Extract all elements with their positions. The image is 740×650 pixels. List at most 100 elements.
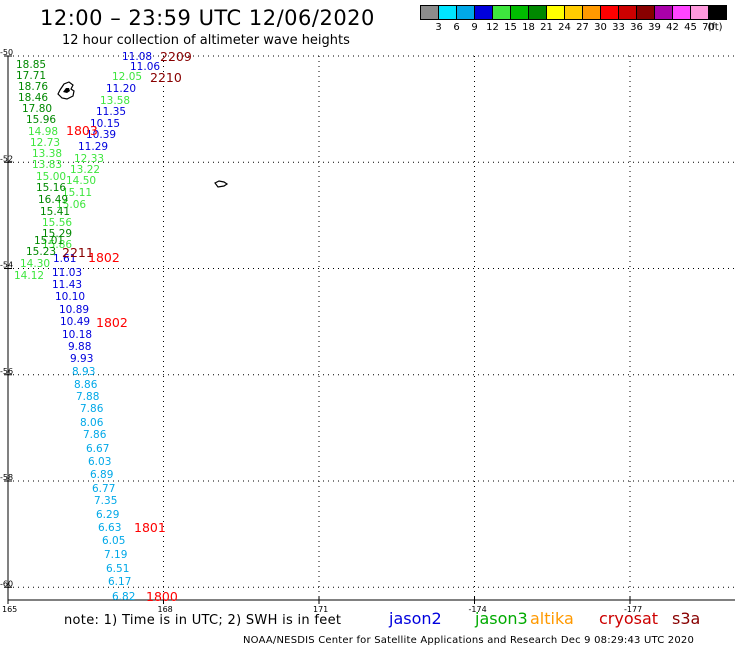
page-subtitle: 12 hour collection of altimeter wave hei…	[62, 33, 350, 48]
pass-time-label: 1801	[134, 520, 166, 535]
swh-observation: 11.03	[52, 267, 82, 279]
scale-unit: (ft)	[707, 22, 723, 33]
footer-credit: NOAA/NESDIS Center for Satellite Applica…	[243, 635, 695, 646]
lon-label: 165	[2, 605, 17, 614]
pass-time-label: 1802	[96, 315, 128, 330]
scale-label: 15	[504, 22, 517, 33]
swh-observation: 12.05	[112, 71, 142, 83]
swh-observation: 6.03	[88, 456, 111, 468]
swh-observation: 10.10	[55, 291, 85, 303]
swh-observation: 17.80	[22, 103, 52, 115]
legend-s3a: s3a	[672, 609, 701, 628]
swh-observation: 6.05	[102, 535, 125, 547]
pass-time-label: 2210	[150, 70, 182, 85]
swh-observation: 15.41	[40, 206, 70, 218]
swh-observation: 10.49	[60, 316, 90, 328]
swh-observation: 15.56	[42, 217, 72, 229]
swh-observation: 15.11	[62, 187, 92, 199]
lat-label: -52	[0, 154, 13, 163]
swh-observation: 8.86	[74, 379, 98, 391]
swh-observation: 7.86	[83, 429, 107, 441]
swh-observation: 14.98	[28, 126, 58, 138]
scale-label: 33	[612, 22, 625, 33]
pass-time-label: 1800	[146, 589, 178, 604]
swh-observation: 10.18	[62, 329, 92, 341]
swh-observation: 11.06	[130, 61, 160, 73]
scale-label: 70	[702, 22, 715, 33]
lat-label: -56	[0, 367, 13, 376]
swh-observation: 15.06	[56, 199, 86, 211]
swh-observation: 18.46	[18, 92, 48, 104]
scale-swatch	[708, 5, 727, 20]
pass-time-label: 2209	[160, 49, 192, 64]
scale-label: 12	[486, 22, 499, 33]
swh-observation: 11.08	[122, 51, 152, 63]
swh-observation: 8.06	[80, 417, 104, 429]
swh-observation: 6.77	[92, 483, 115, 495]
swh-observation: 12.73	[30, 137, 60, 149]
swh-observation: 15.23	[26, 246, 56, 258]
swh-observation: 12.33	[74, 153, 104, 165]
pass-time-label: 1803	[66, 123, 98, 138]
swh-observation: 9.88	[68, 341, 91, 353]
legend-jason2: jason2	[389, 609, 442, 628]
swh-observation: 15.00	[36, 171, 66, 183]
lat-label: -50	[0, 48, 13, 57]
swh-observation: 1.61	[53, 253, 76, 265]
swh-observation: 10.15	[90, 118, 120, 130]
pass-time-label: 1802	[88, 250, 120, 265]
scale-label: 42	[666, 22, 679, 33]
swh-observation: 13.38	[32, 148, 62, 160]
pass-time-label: 2211	[62, 245, 94, 260]
swh-observation: 18.76	[18, 81, 48, 93]
swh-observation: 6.89	[90, 469, 113, 481]
scale-label: 3	[435, 22, 442, 33]
swh-observation: 17.71	[16, 70, 46, 82]
swh-observation: 6.29	[96, 509, 119, 521]
swh-observation: 6.82	[112, 591, 135, 603]
legend-jason3: jason3	[475, 609, 528, 628]
swh-observation: 13.83	[32, 159, 62, 171]
scale-label: 27	[576, 22, 589, 33]
swh-observation: 9.93	[70, 353, 93, 365]
scale-label: 24	[558, 22, 571, 33]
legend-cryosat: cryosat	[599, 609, 659, 628]
swh-observation: 15.29	[42, 228, 72, 240]
swh-observation: 14.12	[14, 270, 44, 282]
lat-label: -60	[0, 579, 13, 588]
swh-observation: 14.50	[66, 175, 96, 187]
swh-observation: 16.49	[38, 194, 68, 206]
swh-observation: 7.88	[76, 391, 99, 403]
lon-label: -174	[469, 605, 487, 614]
lon-label: -177	[624, 605, 642, 614]
swh-observation: 7.35	[94, 495, 117, 507]
swh-observation: 6.63	[98, 522, 121, 534]
scale-label: 45	[684, 22, 697, 33]
legend-altika: altika	[530, 609, 574, 628]
swh-observation: 15.96	[26, 114, 56, 126]
swh-observation: 18.85	[16, 59, 46, 71]
swh-observation: 6.67	[86, 443, 109, 455]
page-title: 12:00 – 23:59 UTC 12/06/2020	[40, 6, 375, 30]
lat-label: -54	[0, 261, 13, 270]
swh-observation: 15.86	[42, 239, 72, 251]
scale-label: 39	[648, 22, 661, 33]
swh-observation: 11.35	[96, 106, 126, 118]
swh-observation: 11.29	[78, 141, 108, 153]
swh-observation: 10.89	[59, 304, 89, 316]
swh-observation: 15.16	[36, 182, 66, 194]
swh-observation: 13.58	[100, 95, 130, 107]
swh-observation: 11.43	[52, 279, 82, 291]
swh-observation: 13.22	[70, 164, 100, 176]
swh-observation: 7.86	[80, 403, 104, 415]
scale-label: 30	[594, 22, 607, 33]
swh-observation: 14.30	[20, 258, 50, 270]
swh-observation: 11.20	[106, 83, 136, 95]
swh-observation: 10.39	[86, 129, 116, 141]
lon-label: 171	[313, 605, 328, 614]
scale-label: 36	[630, 22, 643, 33]
swh-observation: 8.93	[72, 366, 95, 378]
lat-label: -58	[0, 473, 13, 482]
